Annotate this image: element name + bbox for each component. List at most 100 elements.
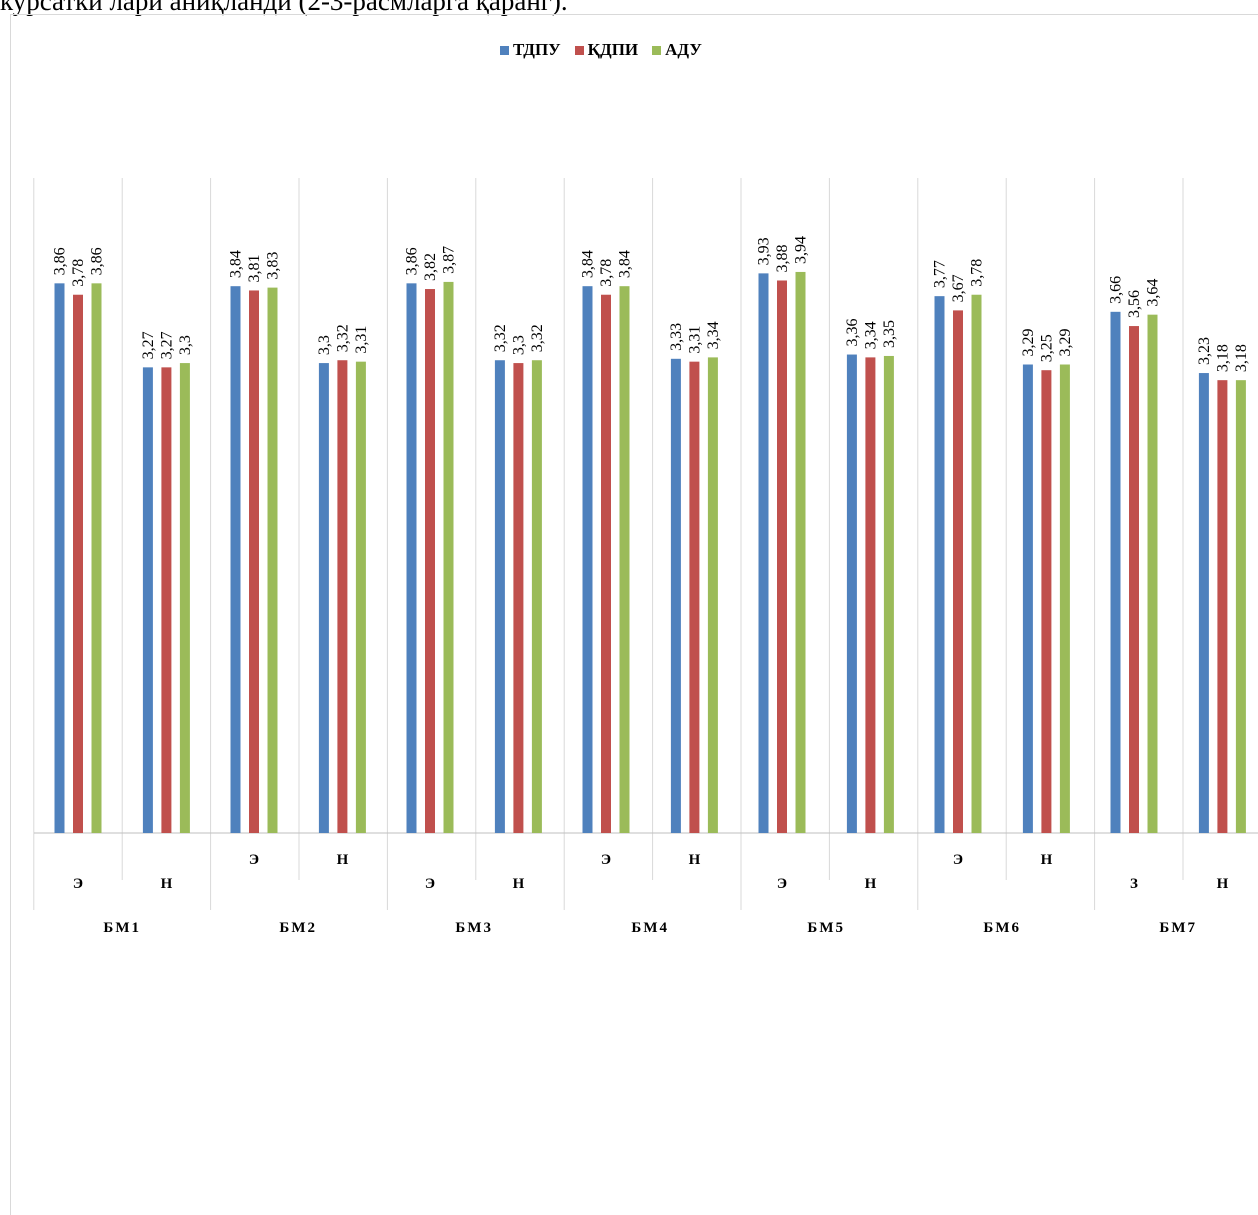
data-label: 3,29 [1020,329,1037,357]
bar-ТДПУ-БМ3-Н [494,360,505,833]
data-label: 3,94 [793,236,810,264]
data-label: 3,27 [158,331,175,359]
bar-ҚДПИ-БМ6-Н [1041,370,1052,833]
data-label: 3,18 [1214,344,1231,372]
sub-category-label: Н [513,876,525,892]
group-category-label: БМ1 [103,920,141,936]
data-label: 3,84 [617,250,634,278]
group-category-label: БМ7 [1159,920,1197,936]
bar-АДУ-БМ5-Э [795,271,806,834]
bar-АДУ-БМ6-Н [1059,364,1070,833]
data-label: 3,33 [668,323,685,351]
data-label: 3,86 [89,247,106,275]
data-label: 3,3 [177,335,194,355]
sub-category-label: Э [73,876,83,892]
data-label: 3,23 [1196,337,1213,365]
data-label: 3,88 [774,244,791,272]
caption-fragment: курсатки лари аниқланди (2-3-расмларга қ… [0,0,568,16]
bar-ТДПУ-БМ7-Н [1198,373,1209,833]
group-category-label: БМ3 [455,920,493,936]
bar-АДУ-БМ5-Н [883,355,894,833]
bar-ТДПУ-БМ6-Н [1022,364,1033,833]
sub-category-label: Н [161,876,173,892]
data-label: 3,64 [1145,279,1162,307]
legend-swatch-adu [652,45,662,55]
sub-category-label: Э [601,852,611,868]
bar-ҚДПИ-БМ6-Э [953,310,963,834]
data-label: 3,82 [422,253,439,281]
bar-АДУ-БМ3-Н [531,360,542,833]
data-label: 3,34 [705,321,722,349]
data-label: 3,81 [246,254,263,282]
data-label: 3,86 [52,247,69,275]
sub-category-label: З [1130,876,1138,892]
bar-ТДПУ-БМ3-Э [406,283,417,833]
data-label: 3,77 [932,260,949,288]
bar-АДУ-БМ7-З [1147,314,1158,833]
bar-АДУ-БМ4-Н [707,357,718,833]
bar-АДУ-БМ2-Н [355,361,366,833]
data-label: 3,3 [316,335,333,355]
data-label: 3,32 [529,324,546,352]
data-label: 3,93 [756,237,773,265]
group-category-label: БМ6 [983,920,1021,936]
bar-ТДПУ-БМ5-Э [758,273,769,833]
sub-category-label: Н [337,852,349,868]
group-category-label: БМ2 [279,920,317,936]
bar-ҚДПИ-БМ5-Э [777,280,787,833]
legend-item-adu: АДУ [652,40,702,60]
sub-category-label: Н [1217,876,1229,892]
data-label: 3,35 [881,320,898,348]
group-category-label: БМ5 [807,920,845,936]
bar-ТДПУ-БМ4-Н [670,358,681,833]
group-category-label: БМ4 [631,920,669,936]
data-label: 3,87 [441,246,458,274]
legend-swatch-tdpu [500,45,509,55]
data-label: 3,66 [1108,276,1125,304]
bar-АДУ-БМ3-Э [443,281,454,833]
bar-АДУ-БМ2-Э [267,287,278,833]
sub-category-label: Н [865,876,877,892]
data-label: 3,25 [1038,334,1055,362]
bar-ҚДПИ-БМ3-Э [425,289,435,834]
bar-ҚДПИ-БМ7-Н [1217,380,1228,833]
data-label: 3,18 [1233,344,1250,372]
bar-ҚДПИ-БМ4-Э [601,294,611,833]
sub-category-label: Э [953,852,963,868]
data-label: 3,32 [492,324,509,352]
bar-АДУ-БМ7-Н [1235,380,1246,833]
data-label: 3,86 [404,247,421,275]
data-label: 3,84 [228,250,245,278]
data-label: 3,3 [510,335,527,355]
legend-label-tdpu: ТДПУ [513,40,561,59]
bar-ҚДПИ-БМ1-Н [161,367,172,833]
legend: ТДПУ ҚДПИ АДУ [500,40,702,60]
bar-ТДПУ-БМ1-Э [54,283,65,833]
bar-ТДПУ-БМ2-Э [230,286,241,834]
data-label: 3,32 [334,324,351,352]
sub-category-label: Э [425,876,435,892]
data-label: 3,84 [580,250,597,278]
bar-АДУ-БМ1-Н [179,363,190,833]
legend-item-kdpi: ҚДПИ [574,40,639,60]
data-label: 3,78 [598,259,615,287]
legend-item-tdpu: ТДПУ [500,40,561,60]
bar-ТДПУ-БМ7-З [1110,311,1121,833]
data-label: 3,34 [862,321,879,349]
bar-ТДПУ-БМ4-Э [582,286,593,834]
bar-ҚДПИ-БМ2-Э [249,290,259,833]
bar-АДУ-БМ1-Э [91,283,102,833]
data-label: 3,29 [1057,329,1074,357]
chart-frame [10,14,1258,1215]
sub-category-label: Н [689,852,701,868]
data-label: 3,78 [969,259,986,287]
bar-ҚДПИ-БМ7-З [1129,326,1139,833]
sub-category-label: Н [1041,852,1053,868]
bar-ҚДПИ-БМ4-Н [689,361,700,833]
legend-label-kdpi: ҚДПИ [587,40,639,59]
data-label: 3,56 [1126,290,1143,318]
bar-ҚДПИ-БМ5-Н [865,357,876,833]
bar-АДУ-БМ4-Э [619,286,630,834]
bar-ҚДПИ-БМ2-Н [337,360,348,833]
